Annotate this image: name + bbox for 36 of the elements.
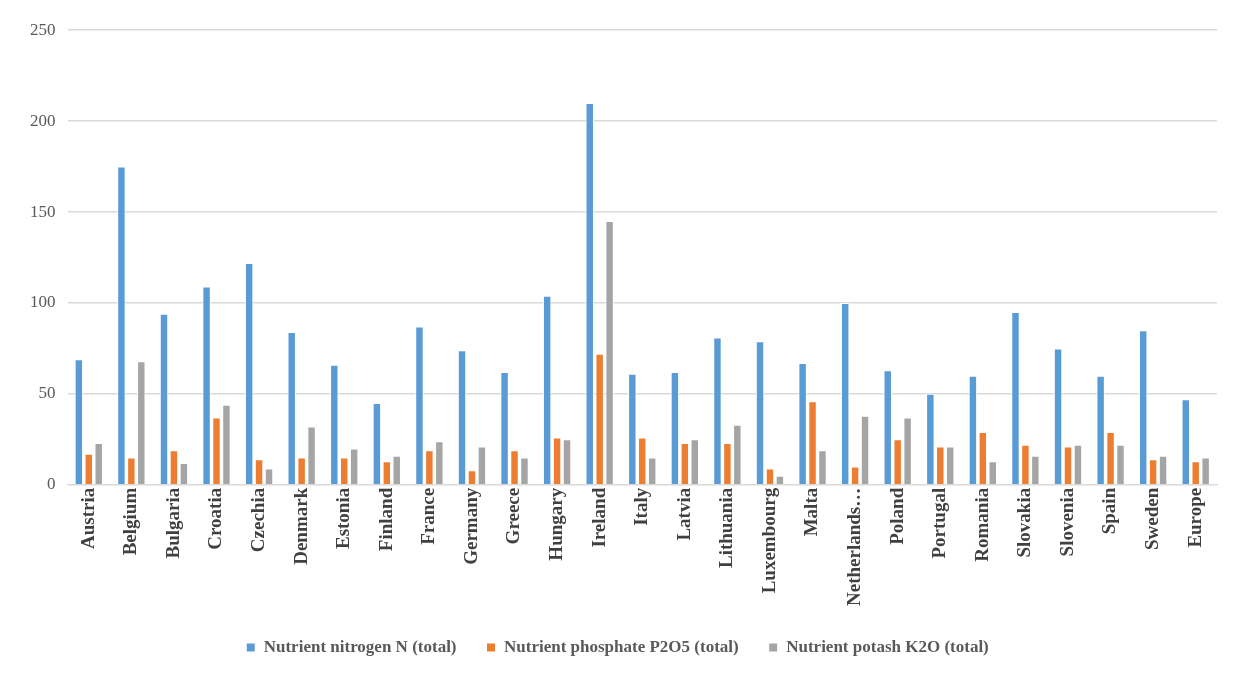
y-tick-label: 0 [47, 474, 56, 494]
x-tick-label: Hungary [545, 487, 567, 561]
x-tick-label: Ireland [587, 487, 609, 548]
x-tick-label: Finland [374, 487, 396, 552]
y-tick-label: 50 [38, 383, 56, 403]
x-tick-label: Europe [1183, 487, 1205, 548]
y-tick-label: 200 [30, 110, 56, 130]
x-tick-label: Estonia [332, 487, 354, 550]
x-tick-label: Latvia [672, 487, 694, 541]
y-tick-label: 250 [30, 19, 56, 39]
x-tick-label: Croatia [204, 487, 226, 550]
y-tick-label: 100 [30, 292, 56, 312]
x-tick-label: Greece [502, 487, 524, 545]
x-tick-label: Lithuania [715, 487, 737, 569]
x-tick-label: Netherlands… [843, 487, 865, 607]
legend-label: Nutrient potash K2O (total) [786, 636, 989, 656]
x-tick-label: Belgium [119, 487, 141, 556]
x-tick-label: Germany [459, 487, 481, 565]
legend-label: Nutrient phosphate P2O5 (total) [504, 636, 739, 656]
x-tick-label: Denmark [289, 487, 311, 565]
x-tick-label: Italy [630, 487, 652, 526]
x-tick-label: Luxembourg [757, 487, 779, 594]
x-tick-label: Romania [970, 487, 992, 562]
y-tick-label: 150 [30, 201, 56, 221]
x-tick-label: Austria [76, 487, 98, 550]
x-tick-label: Sweden [1141, 487, 1163, 551]
x-tick-label: Malta [800, 487, 822, 537]
x-tick-label: Portugal [928, 487, 950, 559]
legend-label: Nutrient nitrogen N (total) [263, 636, 457, 656]
x-tick-label: France [417, 487, 439, 545]
x-tick-label: Bulgaria [161, 487, 183, 559]
x-tick-label: Czechia [246, 487, 268, 553]
x-tick-label: Spain [1098, 487, 1120, 535]
x-tick-label: Poland [885, 487, 907, 545]
x-tick-label: Slovakia [1013, 487, 1035, 558]
x-tick-label: Slovenia [1055, 487, 1077, 557]
